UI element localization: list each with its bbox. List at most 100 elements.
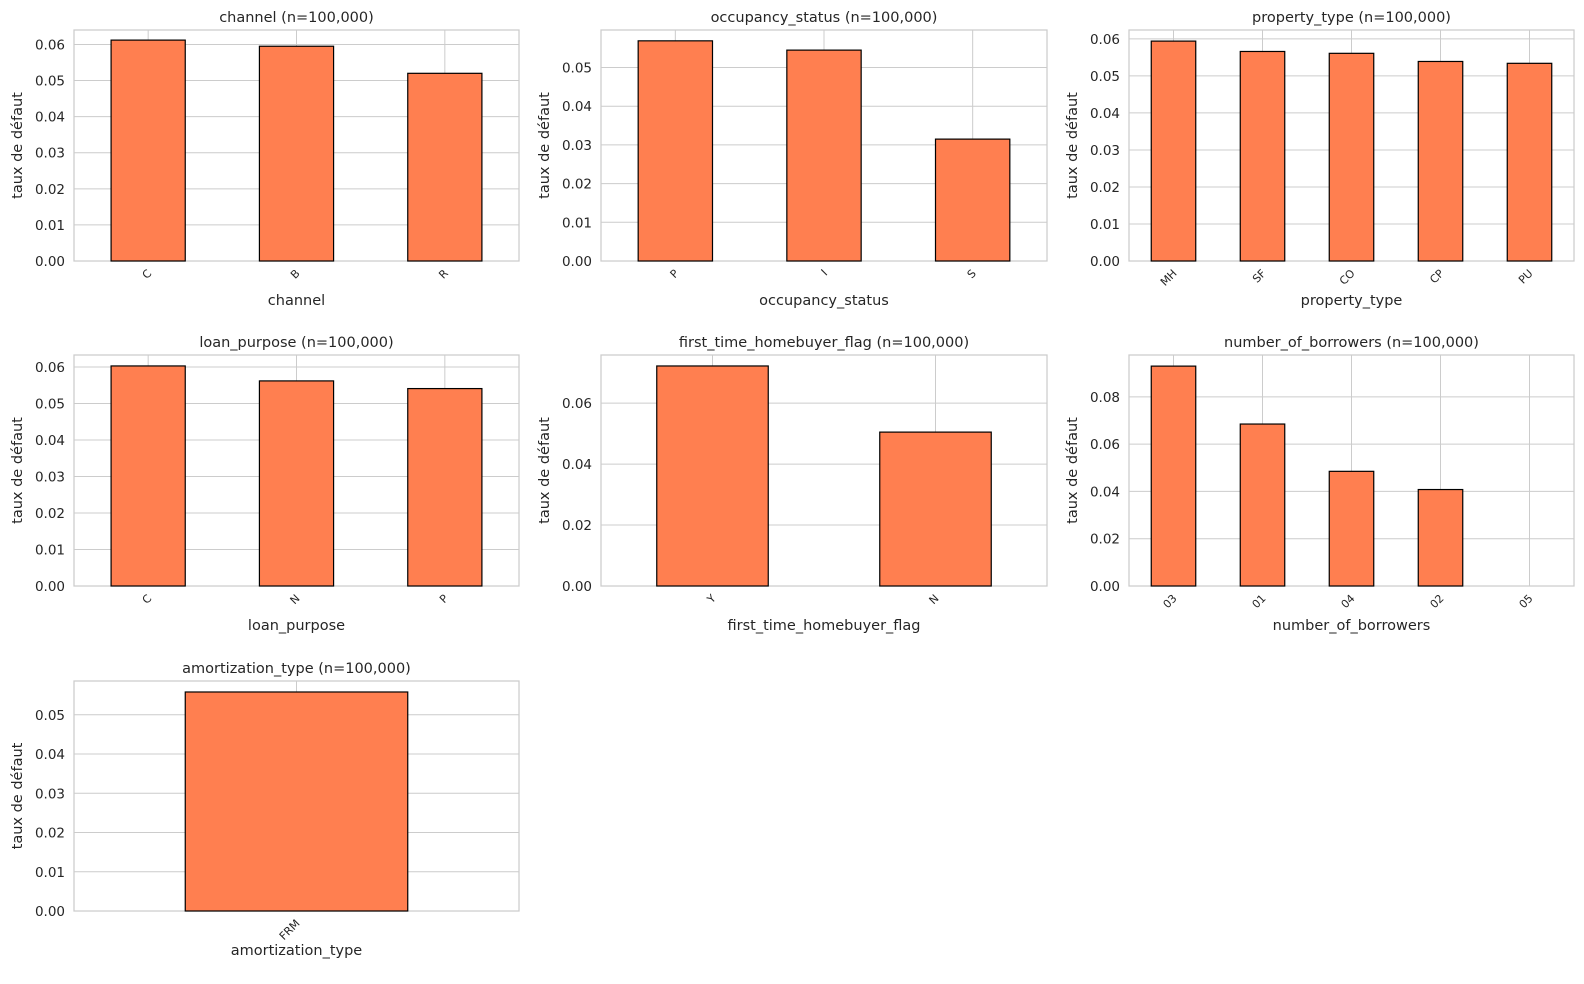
- x-tick-label: Y: [704, 592, 719, 607]
- y-tick-label: 0.02: [1090, 532, 1120, 548]
- x-axis-label: loan_purpose: [248, 618, 345, 634]
- x-axis-label: amortization_type: [231, 943, 363, 959]
- chart-title: property_type (n=100,000): [1252, 10, 1451, 26]
- x-axis-label: first_time_homebuyer_flag: [727, 618, 920, 634]
- x-tick-label: B: [288, 267, 303, 282]
- y-tick-label: 0.05: [1090, 69, 1120, 85]
- x-tick-label: S: [965, 267, 979, 281]
- y-tick-label: 0.03: [35, 470, 65, 486]
- x-tick-label: P: [668, 267, 682, 281]
- y-tick-label: 0.05: [562, 61, 592, 77]
- bar-03: [1150, 365, 1197, 587]
- x-tick-label: 01: [1250, 592, 1269, 611]
- y-tick-label: 0.04: [1090, 106, 1120, 122]
- y-tick-label: 0.03: [35, 786, 65, 802]
- y-tick-label: 0.05: [35, 708, 65, 724]
- y-tick-label: 0.03: [562, 138, 592, 154]
- y-tick-label: 0.01: [562, 215, 592, 231]
- y-axis-label: taux de défaut: [537, 417, 553, 524]
- x-tick-label: P: [437, 592, 451, 606]
- x-tick-label: 04: [1339, 592, 1358, 611]
- y-tick-label: 0.04: [562, 99, 592, 115]
- bar-02: [1417, 488, 1464, 587]
- bar-S: [934, 138, 1011, 262]
- bar-FRM: [184, 691, 409, 912]
- x-tick-label: N: [927, 592, 942, 607]
- chart-2: 0.00 0.01 0.02 0.03 0.04 0.05 0.06 MH SF CO CP PU pr…: [1065, 10, 1575, 309]
- bar-PU: [1506, 62, 1553, 262]
- bar-C: [110, 39, 186, 262]
- y-tick-label: 0.03: [1090, 143, 1120, 159]
- y-tick-label: 0.01: [35, 543, 65, 559]
- y-tick-label: 0.01: [35, 218, 65, 234]
- y-tick-label: 0.02: [562, 177, 592, 193]
- y-tick-label: 0.08: [1090, 390, 1120, 406]
- chart-1: 0.00 0.01 0.02 0.03 0.04 0.05 P I Soccupancy_sta…: [537, 10, 1048, 309]
- chart-title: amortization_type (n=100,000): [182, 661, 411, 677]
- x-tick-label: 05: [1517, 592, 1536, 611]
- y-tick-label: 0.06: [1090, 437, 1120, 453]
- y-tick-label: 0.06: [35, 37, 65, 53]
- bar-R: [407, 72, 483, 262]
- y-axis-label: taux de défaut: [1065, 92, 1081, 199]
- y-tick-label: 0.00: [562, 579, 592, 595]
- y-tick-label: 0.06: [562, 396, 592, 412]
- y-axis-label: taux de défaut: [10, 417, 26, 524]
- y-tick-label: 0.00: [35, 904, 65, 920]
- chart-title: first_time_homebuyer_flag (n=100,000): [679, 335, 969, 351]
- x-tick-label: C: [140, 267, 155, 282]
- x-tick-label: CO: [1337, 267, 1358, 288]
- y-tick-label: 0.02: [1090, 180, 1120, 196]
- chart-title: loan_purpose (n=100,000): [199, 335, 393, 351]
- y-tick-label: 0.00: [1090, 579, 1120, 595]
- bar-P: [637, 40, 714, 262]
- bar-B: [258, 45, 335, 262]
- y-tick-label: 0.05: [35, 397, 65, 413]
- y-tick-label: 0.02: [35, 182, 65, 198]
- y-tick-label: 0.02: [35, 826, 65, 842]
- y-tick-label: 0.06: [35, 360, 65, 376]
- y-tick-label: 0.00: [562, 254, 592, 270]
- x-axis-label: property_type: [1301, 293, 1403, 309]
- chart-5: 0.00 0.02 0.04 0.06 0.08 03 01 04 02 05 number_of_…: [1065, 335, 1575, 634]
- bar-Y: [656, 365, 769, 587]
- y-tick-label: 0.04: [35, 110, 65, 126]
- x-tick-label: 03: [1161, 592, 1180, 611]
- y-tick-label: 0.04: [562, 457, 592, 473]
- x-tick-label: 02: [1428, 592, 1447, 611]
- y-tick-label: 0.04: [35, 747, 65, 763]
- bar-P: [407, 387, 483, 587]
- y-tick-label: 0.01: [35, 865, 65, 881]
- bar-N: [879, 431, 992, 587]
- y-axis-label: taux de défaut: [10, 92, 26, 199]
- chart-6: 0.000.010.020.030.040.05FRMamortization_…: [10, 661, 520, 959]
- chart-4: 0.00 0.02 0.04 0.06 Y Nfirst_time_homebuyer_f…: [537, 335, 1048, 634]
- x-tick-label: SF: [1250, 267, 1269, 286]
- bar-I: [786, 49, 862, 262]
- chart-3: 0.00 0.01 0.02 0.03 0.04 0.05 0.06 C N Ploan_purp…: [10, 335, 520, 634]
- bar-N: [258, 380, 335, 587]
- y-tick-label: 0.02: [562, 518, 592, 534]
- x-tick-label: CP: [1427, 267, 1447, 287]
- chart-title: occupancy_status (n=100,000): [711, 10, 938, 26]
- chart-title: channel (n=100,000): [219, 10, 374, 26]
- bar-01: [1239, 423, 1286, 587]
- x-tick-label: N: [288, 592, 303, 607]
- x-tick-label: R: [436, 267, 451, 282]
- x-tick-label: MH: [1158, 267, 1180, 289]
- bar-MH: [1150, 40, 1197, 262]
- bar-SF: [1239, 50, 1286, 262]
- y-tick-label: 0.00: [1090, 254, 1120, 270]
- y-tick-label: 0.04: [1090, 484, 1120, 500]
- bar-CO: [1328, 52, 1375, 262]
- bar-C: [110, 365, 186, 587]
- x-axis-label: occupancy_status: [759, 293, 889, 309]
- y-tick-label: 0.01: [1090, 217, 1120, 233]
- x-axis-label: channel: [268, 293, 325, 309]
- y-axis-label: taux de défaut: [10, 742, 26, 849]
- y-axis-label: taux de défaut: [1065, 417, 1081, 524]
- y-tick-label: 0.04: [35, 433, 65, 449]
- bar-04: [1328, 470, 1375, 587]
